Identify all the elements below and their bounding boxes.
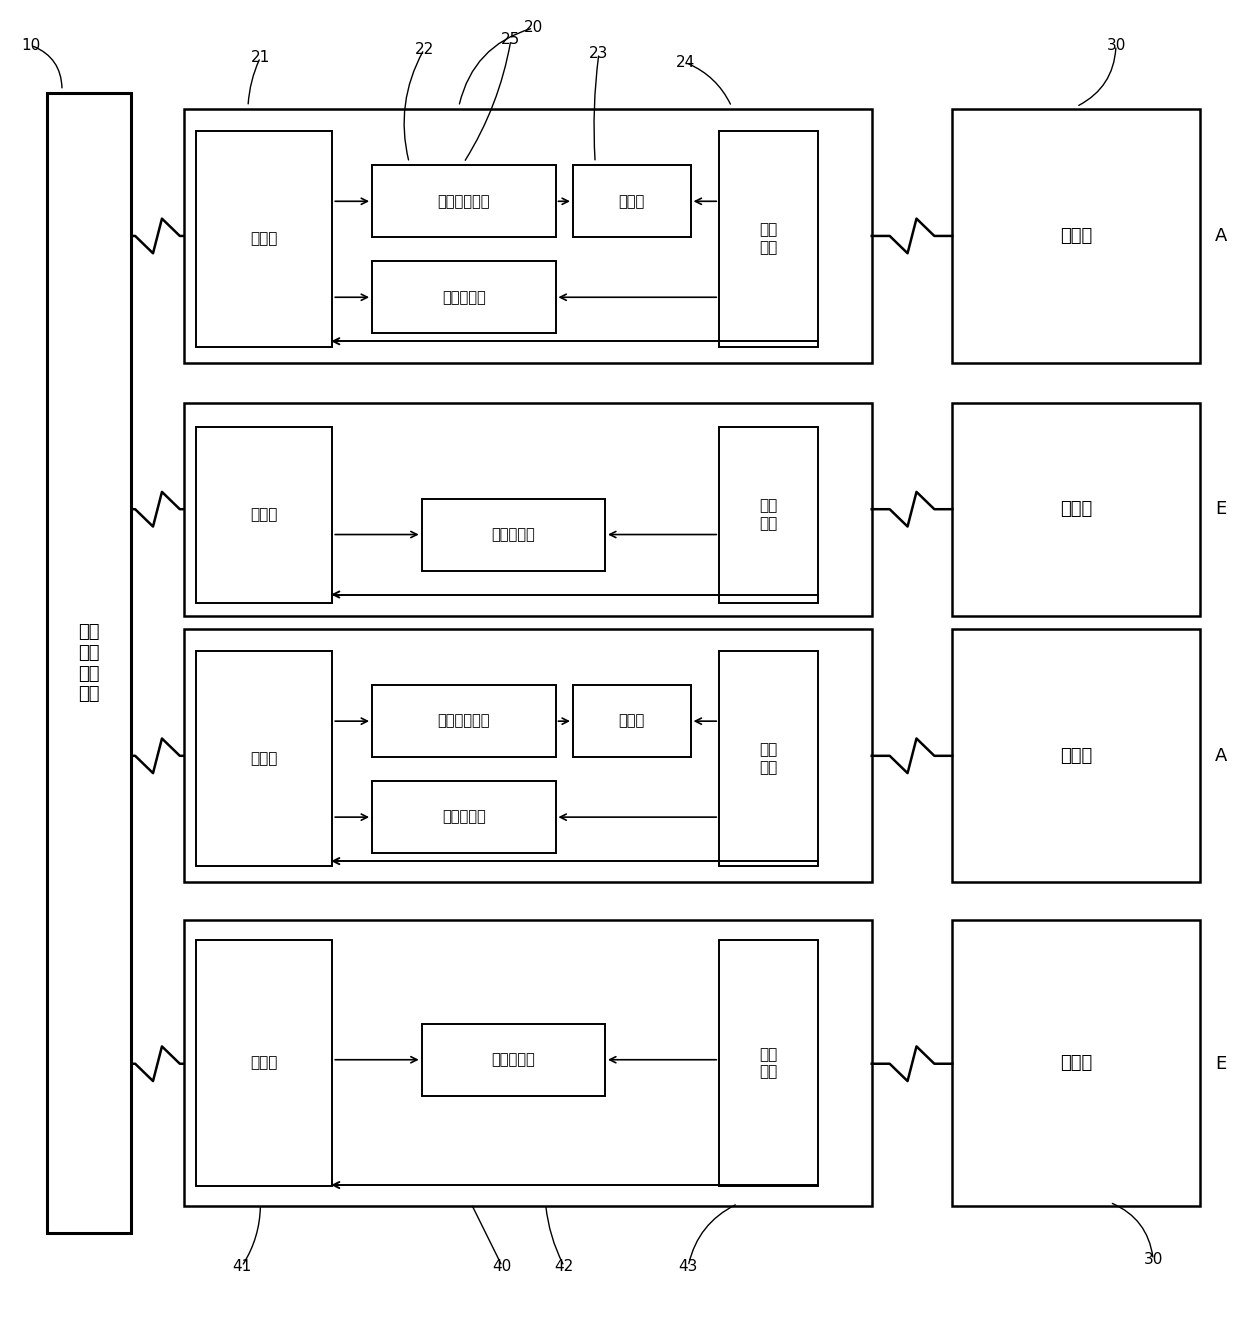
Text: 处理器: 处理器 <box>250 750 278 766</box>
Bar <box>719 131 818 347</box>
Text: 客户端: 客户端 <box>1060 227 1092 245</box>
Bar <box>184 920 872 1206</box>
Bar <box>952 109 1200 363</box>
Text: A: A <box>1215 227 1228 245</box>
Text: 21: 21 <box>250 49 270 65</box>
Bar <box>422 499 605 571</box>
Bar <box>422 1024 605 1096</box>
Bar <box>47 93 131 1233</box>
Text: 二维码模块: 二维码模块 <box>441 289 486 305</box>
Bar <box>184 629 872 882</box>
Text: 10: 10 <box>21 37 41 53</box>
Text: 20: 20 <box>523 20 543 36</box>
Text: 供电
模块: 供电 模块 <box>760 742 777 774</box>
Text: 供电
模块: 供电 模块 <box>760 223 777 255</box>
Text: 供电
模块: 供电 模块 <box>760 499 777 531</box>
Bar <box>196 427 332 603</box>
Text: 客户端: 客户端 <box>1060 500 1092 519</box>
Bar <box>719 940 818 1186</box>
Bar <box>196 651 332 866</box>
Bar <box>372 781 556 853</box>
Text: 功率放大模块: 功率放大模块 <box>438 713 490 729</box>
Text: 22: 22 <box>414 41 434 57</box>
Text: 43: 43 <box>678 1258 698 1274</box>
Text: 处理器: 处理器 <box>250 507 278 523</box>
Text: 扬声器: 扬声器 <box>619 193 645 209</box>
Text: 24: 24 <box>676 55 696 71</box>
Text: 支付
系统
结算
平台: 支付 系统 结算 平台 <box>78 623 100 704</box>
Text: 客户端: 客户端 <box>1060 1054 1092 1072</box>
Text: 处理器: 处理器 <box>250 231 278 247</box>
Bar <box>719 427 818 603</box>
Text: 30: 30 <box>1106 37 1126 53</box>
Text: 供电
模块: 供电 模块 <box>760 1046 777 1080</box>
Text: 25: 25 <box>501 32 521 48</box>
Bar <box>952 629 1200 882</box>
Text: 功率放大模块: 功率放大模块 <box>438 193 490 209</box>
Text: 二维码模块: 二维码模块 <box>441 809 486 825</box>
Text: 二维码模块: 二维码模块 <box>491 1052 536 1068</box>
Bar <box>372 165 556 237</box>
Bar <box>952 920 1200 1206</box>
Bar <box>573 165 691 237</box>
Text: 30: 30 <box>1143 1252 1163 1268</box>
Text: 23: 23 <box>589 45 609 61</box>
Text: A: A <box>1215 746 1228 765</box>
Text: E: E <box>1215 1054 1226 1073</box>
Text: E: E <box>1215 500 1226 519</box>
Text: 客户端: 客户端 <box>1060 746 1092 765</box>
Text: 42: 42 <box>554 1258 574 1274</box>
Bar <box>196 940 332 1186</box>
Bar <box>372 261 556 333</box>
Text: 40: 40 <box>492 1258 512 1274</box>
Bar <box>372 685 556 757</box>
Text: 扬声器: 扬声器 <box>619 713 645 729</box>
Bar <box>184 403 872 616</box>
Text: 处理器: 处理器 <box>250 1056 278 1070</box>
Bar <box>719 651 818 866</box>
Text: 二维码模块: 二维码模块 <box>491 527 536 543</box>
Bar <box>573 685 691 757</box>
Bar <box>196 131 332 347</box>
Bar <box>184 109 872 363</box>
Bar <box>952 403 1200 616</box>
Text: 41: 41 <box>232 1258 252 1274</box>
